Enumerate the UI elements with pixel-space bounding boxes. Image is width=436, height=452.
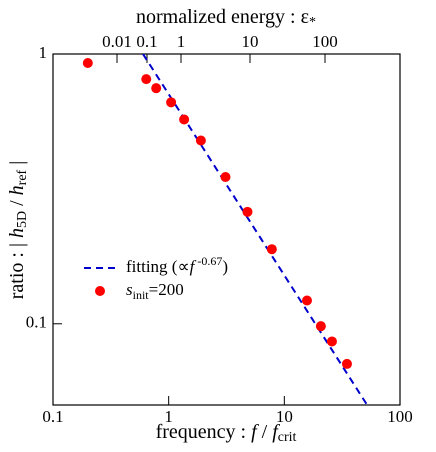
data-point <box>141 74 152 85</box>
x-axis-label: frequency : f / fcrit <box>156 421 297 446</box>
y-axis-label: ratio : | h5D / href | <box>6 161 31 299</box>
data-point <box>301 295 312 306</box>
data-point <box>195 135 206 146</box>
data-point <box>266 244 277 255</box>
data-point <box>242 206 253 217</box>
x-tick-label: 100 <box>387 407 413 426</box>
data-point <box>151 83 162 94</box>
x2-tick-label: 10 <box>242 32 259 51</box>
data-point <box>341 358 352 369</box>
legend-marker <box>95 286 105 296</box>
data-point <box>179 114 190 125</box>
legend-label: fitting (∝f -0.67) <box>126 254 228 276</box>
legend-label: sinit=200 <box>126 280 184 302</box>
x-tick-label: 10 <box>276 407 293 426</box>
fit-line <box>142 54 368 405</box>
y-tick-label: 0.1 <box>26 313 47 332</box>
x2-axis-label: normalized energy : ε* <box>136 6 316 31</box>
y-tick-label: 1 <box>39 43 48 62</box>
x2-tick-label: 0.01 <box>102 32 132 51</box>
x2-tick-label: 0.1 <box>136 32 157 51</box>
x2-tick-label: 100 <box>312 32 338 51</box>
data-point <box>220 172 231 183</box>
plot-frame <box>52 53 401 406</box>
x-tick-label: 0.1 <box>42 407 63 426</box>
data-point <box>326 336 337 347</box>
data-point <box>82 58 93 69</box>
x-tick-label: 1 <box>164 407 173 426</box>
x2-tick-label: 1 <box>177 32 186 51</box>
data-point <box>315 321 326 332</box>
data-point <box>166 97 177 108</box>
